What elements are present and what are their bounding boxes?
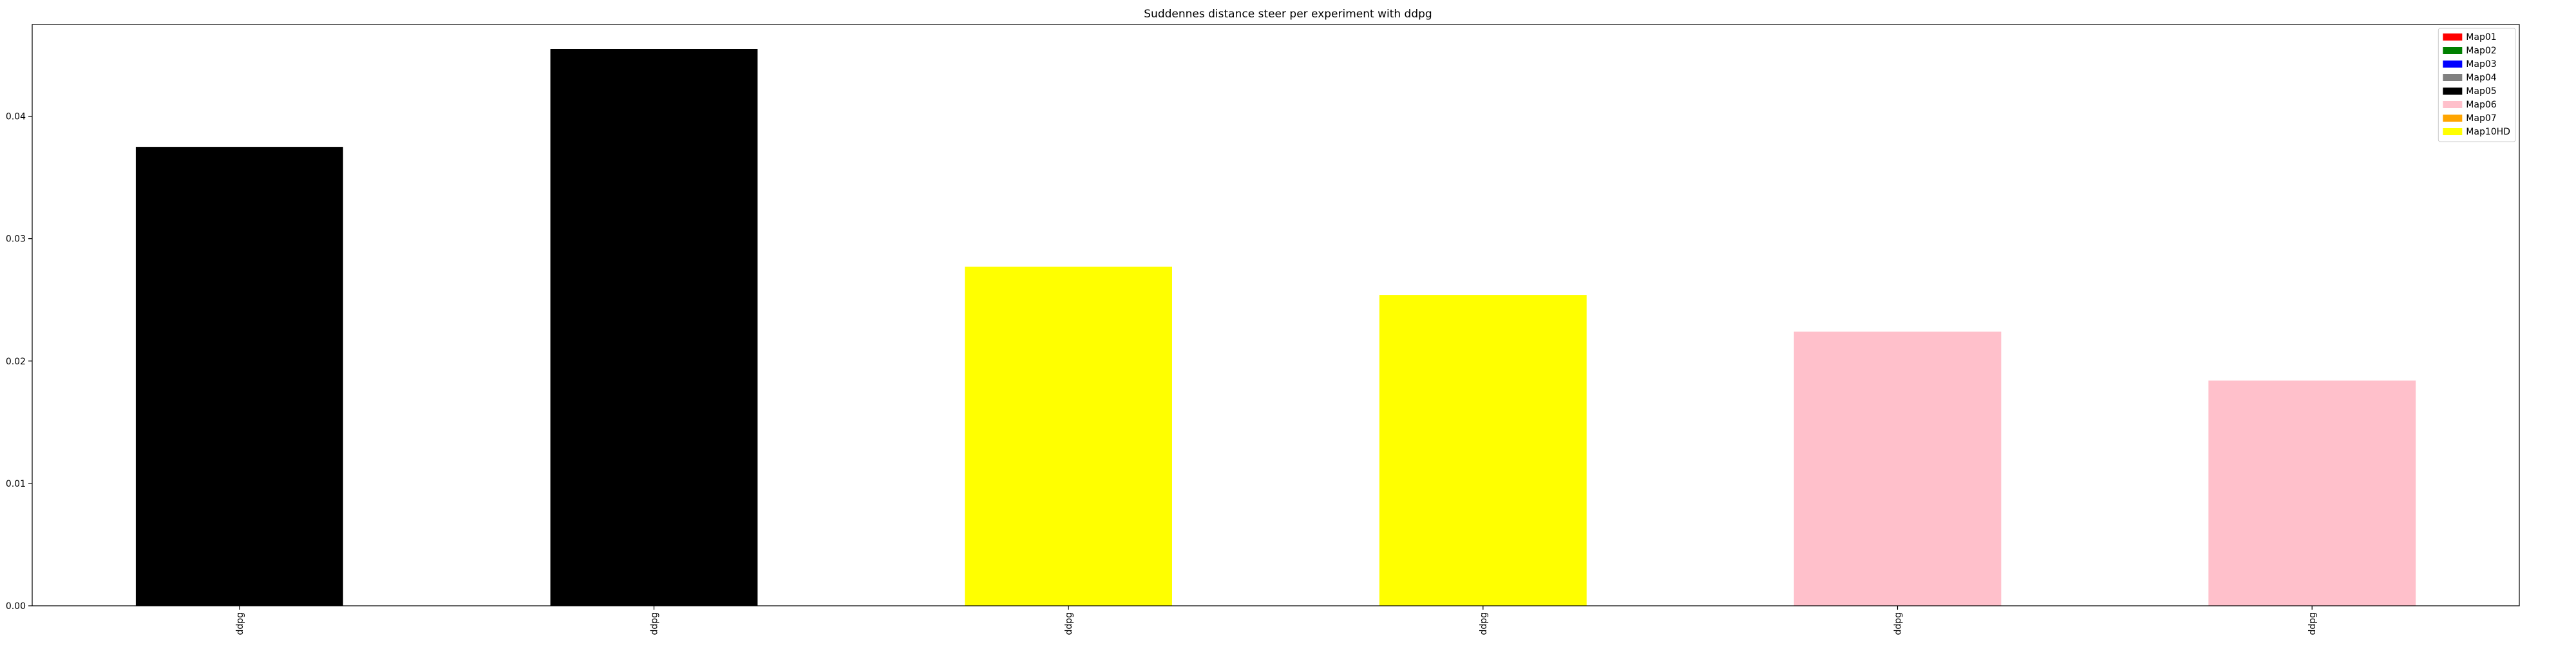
legend-box — [2438, 28, 2516, 142]
chart-title: Suddennes distance steer per experiment … — [1144, 8, 1432, 21]
legend-label: Map01 — [2466, 32, 2496, 42]
legend-label: Map04 — [2466, 73, 2496, 83]
bar — [550, 49, 758, 606]
bar — [135, 147, 343, 606]
y-tick-label: 0.01 — [6, 479, 26, 489]
legend-swatch — [2443, 128, 2463, 135]
legend: Map01 Map02 Map03 Map04 Map05 Map06 Map07 Map10… — [2438, 28, 2516, 142]
legend-swatch — [2443, 33, 2463, 41]
x-tick-label: ddpg — [1064, 612, 1074, 635]
plot-frame — [32, 24, 2520, 606]
y-tick-label: 0.00 — [6, 601, 26, 612]
bar — [965, 267, 1172, 606]
bar — [2208, 380, 2416, 606]
legend-swatch — [2443, 115, 2463, 122]
legend-swatch — [2443, 88, 2463, 95]
y-tick-label: 0.02 — [6, 357, 26, 367]
legend-label: Map06 — [2466, 100, 2496, 110]
legend-label: Map05 — [2466, 86, 2496, 97]
x-tick-label: ddpg — [2307, 612, 2318, 635]
y-axis: 0.00 0.01 0.02 0.03 0.04 — [6, 112, 32, 612]
x-axis: ddpg ddpg ddpg ddpg ddpg ddpg — [235, 606, 2318, 635]
legend-swatch — [2443, 47, 2463, 54]
bar — [1794, 332, 2002, 606]
legend-label: Map03 — [2466, 59, 2496, 70]
legend-label: Map02 — [2466, 46, 2496, 56]
x-tick-label: ddpg — [1479, 612, 1489, 635]
y-tick-label: 0.04 — [6, 112, 26, 122]
x-tick-label: ddpg — [235, 612, 245, 635]
legend-swatch — [2443, 74, 2463, 81]
y-tick-label: 0.03 — [6, 234, 26, 245]
legend-swatch — [2443, 61, 2463, 68]
bar — [1379, 295, 1587, 606]
legend-label: Map07 — [2466, 113, 2496, 124]
x-tick-label: ddpg — [1893, 612, 1904, 635]
legend-label: Map10HD — [2466, 127, 2510, 137]
x-tick-label: ddpg — [650, 612, 660, 635]
bars-layer — [135, 49, 2416, 606]
legend-swatch — [2443, 101, 2463, 108]
